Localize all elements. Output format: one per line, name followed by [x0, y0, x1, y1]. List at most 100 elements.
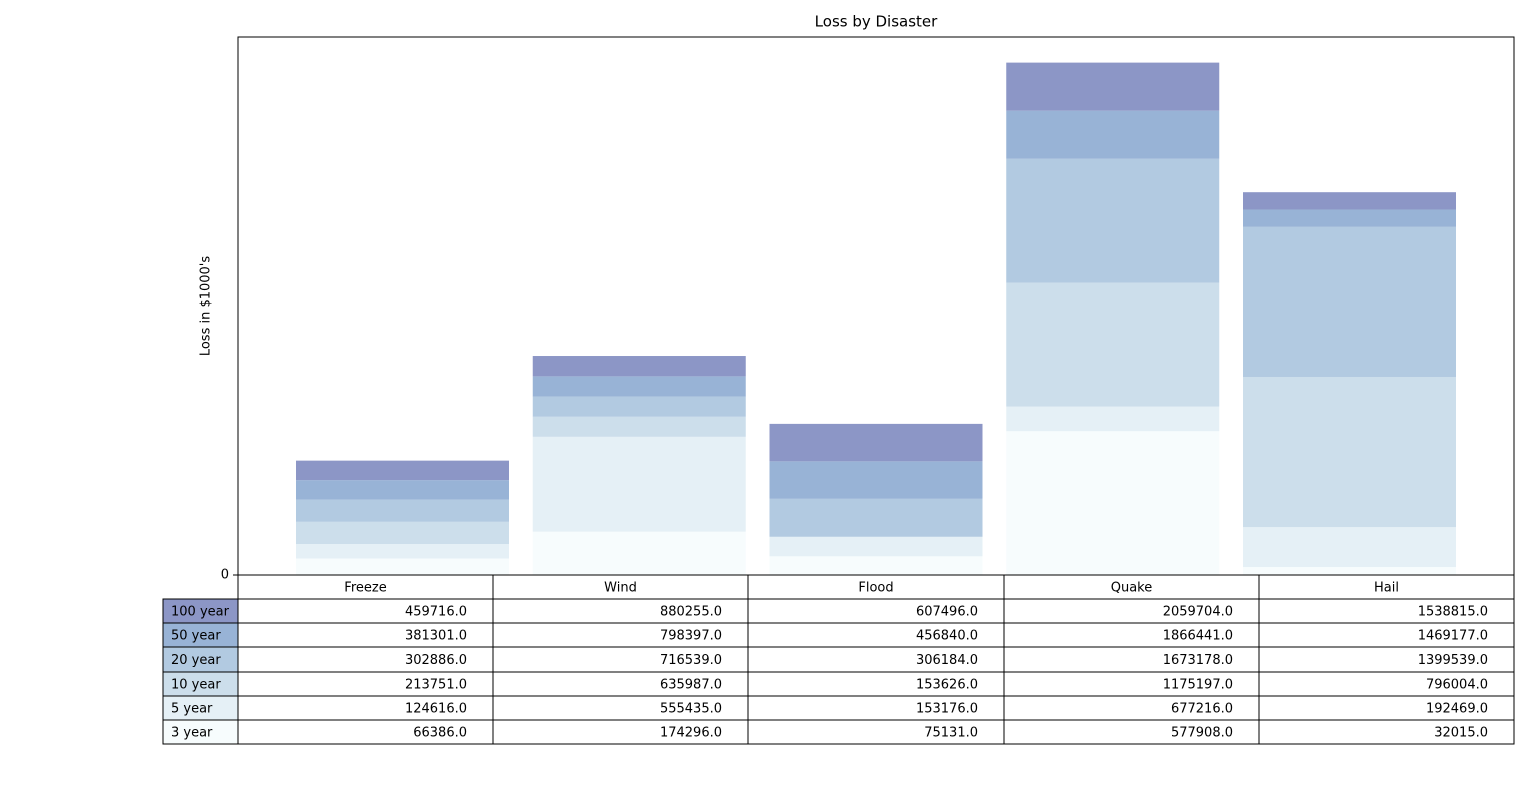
chart-title: Loss by Disaster: [815, 13, 938, 31]
bar-segment: [769, 498, 983, 537]
bar-segment: [1006, 431, 1220, 575]
bar-segment: [532, 531, 746, 575]
table-cell: [1258, 598, 1515, 624]
table-cell-text: 1399539.0: [1418, 653, 1488, 668]
table-cell-text: 1175197.0: [1163, 678, 1233, 693]
table-cell-text: 302886.0: [405, 653, 467, 668]
table-cell: [747, 671, 1005, 697]
table-cell-text: 213751.0: [405, 678, 467, 693]
table-cell: [492, 695, 749, 721]
bar-segment: [296, 480, 509, 500]
table-cell-text: 577908.0: [1171, 726, 1233, 741]
bar-segment: [532, 416, 746, 437]
table-row-label: 20 year: [171, 653, 221, 668]
table-cell: [162, 719, 239, 745]
table-cell: [237, 574, 494, 600]
table-cell-text: 716539.0: [660, 653, 722, 668]
bar-segment: [1243, 527, 1456, 568]
table-cell-text: 635987.0: [660, 678, 722, 693]
bar-segment: [769, 556, 983, 575]
table-row-label: 3 year: [171, 726, 213, 741]
table-cell: [1258, 646, 1515, 673]
table-cell: [162, 622, 239, 648]
table-cell-text: 607496.0: [916, 605, 978, 620]
table-cell: [1258, 574, 1515, 600]
bar-segment: [1006, 406, 1220, 432]
bar-segment: [1243, 567, 1456, 575]
bar-segment: [1243, 226, 1456, 377]
table-cell: [1258, 671, 1515, 697]
table-cell-text: 174296.0: [660, 726, 722, 741]
bar-segment: [296, 521, 509, 544]
table-cell: [1003, 598, 1260, 624]
table-cell: [747, 598, 1005, 624]
table-row-label: 50 year: [171, 629, 221, 644]
table-cell-text: 306184.0: [916, 653, 978, 668]
table-cell: [237, 671, 494, 697]
table-cell-text: 153626.0: [916, 678, 978, 693]
bar-segment: [532, 436, 746, 532]
table-column-header: Quake: [1111, 581, 1153, 596]
table-cell: [1003, 671, 1260, 697]
bar-segment: [296, 558, 509, 575]
table-cell-text: 2059704.0: [1163, 605, 1233, 620]
table-cell-text: 1673178.0: [1163, 653, 1233, 668]
bar-segment: [532, 376, 746, 397]
bar-segment: [769, 461, 983, 499]
bar-segment: [532, 396, 746, 417]
table-row-label: 10 year: [171, 678, 221, 693]
y-axis-label: Loss in $1000's: [199, 256, 214, 357]
table-cell-text: 153176.0: [916, 702, 978, 717]
table-row-label: 100 year: [171, 605, 230, 620]
bar-segment: [1243, 192, 1456, 210]
table-cell-text: 75131.0: [924, 726, 978, 741]
table-cell-text: 192469.0: [1426, 702, 1488, 717]
bar-segment: [296, 499, 509, 522]
table-cell: [1258, 695, 1515, 721]
table-cell-text: 1866441.0: [1163, 629, 1233, 644]
bar-segment: [769, 536, 983, 557]
table-cell: [162, 646, 239, 673]
bar-segment: [1006, 62, 1220, 111]
table-cell-text: 880255.0: [660, 605, 722, 620]
table-cell-text: 456840.0: [916, 629, 978, 644]
table-column-header: Flood: [858, 581, 893, 596]
bar-segment: [1006, 282, 1220, 407]
table-cell-text: 677216.0: [1171, 702, 1233, 717]
table-cell: [747, 695, 1005, 721]
table-row-label: 5 year: [171, 702, 213, 717]
table-cell-text: 1538815.0: [1418, 605, 1488, 620]
table-cell: [1258, 719, 1515, 745]
table-cell-text: 66386.0: [413, 726, 467, 741]
table-cell: [747, 719, 1005, 745]
bar-segment: [1243, 209, 1456, 227]
table-cell-text: 798397.0: [660, 629, 722, 644]
table-cell: [237, 695, 494, 721]
table-cell-text: 555435.0: [660, 702, 722, 717]
table-cell: [1258, 622, 1515, 648]
table-cell: [492, 671, 749, 697]
table-cell-text: 796004.0: [1426, 678, 1488, 693]
table-column-header: Wind: [604, 581, 637, 596]
table-cell: [492, 598, 749, 624]
table-cell-text: 1469177.0: [1418, 629, 1488, 644]
table-cell-text: 32015.0: [1434, 726, 1488, 741]
table-cell-text: 381301.0: [405, 629, 467, 644]
bar-segment: [296, 544, 509, 559]
table-cell: [492, 622, 749, 648]
bar-segment: [532, 356, 746, 377]
bar-segment: [1006, 110, 1220, 159]
bar-segment: [1006, 158, 1220, 283]
table-column-header: Freeze: [344, 581, 386, 596]
table-cell: [237, 719, 494, 745]
bar-segment: [769, 423, 983, 462]
table-cell-text: 124616.0: [405, 702, 467, 717]
table-cell: [237, 622, 494, 648]
bar-segment: [1243, 376, 1456, 528]
table-cell-text: 459716.0: [405, 605, 467, 620]
bar-segment: [296, 460, 509, 481]
y-tick-label: 0: [221, 568, 229, 583]
table-column-header: Hail: [1374, 581, 1399, 596]
